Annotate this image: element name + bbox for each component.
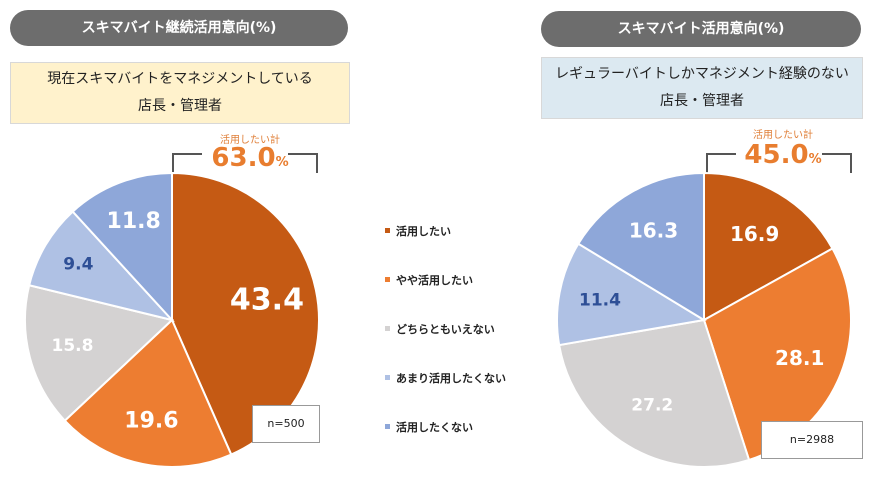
left-pie-label-5: 11.8	[107, 209, 161, 234]
legend-swatch-4	[385, 375, 390, 380]
right-subtitle-line-2: 店長・管理者	[660, 93, 744, 109]
legend-swatch-5	[385, 424, 390, 429]
legend: 活用したい やや活用したい どちらともいえない あまり活用したくない 活用したく…	[385, 206, 506, 451]
left-sample-size: n=500	[252, 405, 320, 443]
legend-swatch-2	[385, 277, 390, 282]
right-sample-size: n=2988	[761, 421, 863, 459]
right-pie-label-3: 27.2	[631, 396, 673, 416]
right-pie-slice-3	[557, 318, 751, 468]
left-total-bracket	[172, 151, 318, 175]
left-pie-slice-2	[63, 318, 233, 468]
legend-item-2: やや活用したい	[385, 255, 506, 304]
legend-label-2: やや活用したい	[396, 273, 473, 287]
left-total-value: 63.0%	[170, 143, 330, 173]
left-chart-title: スキマバイト継続活用意向(%)	[10, 10, 348, 46]
left-pie-label-3: 15.8	[52, 336, 94, 356]
legend-label-3: どちらともいえない	[396, 322, 495, 336]
right-total-bracket	[706, 151, 852, 175]
right-pie-slice-4	[556, 242, 707, 347]
right-pie-label-4: 11.4	[579, 290, 621, 310]
left-total-label: 活用したい計	[220, 135, 280, 146]
legend-swatch-3	[385, 326, 390, 331]
left-pie-slice-5	[71, 171, 173, 323]
legend-label-1: 活用したい	[396, 224, 451, 238]
left-subtitle-line-1: 現在スキマバイトをマネジメントしている	[47, 71, 313, 87]
right-pie-slice-1	[703, 171, 834, 322]
left-pie-label-4: 9.4	[63, 255, 93, 275]
right-chart-subtitle: レギュラーバイトしかマネジメント経験のない 店長・管理者	[541, 57, 863, 119]
left-subtitle-line-2: 店長・管理者	[138, 98, 222, 114]
right-pie-slice-5	[576, 171, 705, 322]
right-total-unit: %	[808, 152, 822, 167]
right-pie-label-5: 16.3	[629, 218, 678, 242]
legend-swatch-1	[385, 228, 390, 233]
left-pie-slice-4	[27, 210, 175, 322]
right-total-value: 45.0%	[703, 140, 863, 170]
legend-label-5: 活用したくない	[396, 420, 473, 434]
left-pie-label-2: 19.6	[124, 408, 178, 433]
legend-label-4: あまり活用したくない	[396, 371, 506, 385]
left-total-unit: %	[275, 155, 289, 170]
right-total-label: 活用したい計	[753, 130, 813, 141]
right-pie-label-2: 28.1	[775, 346, 824, 370]
legend-item-4: あまり活用したくない	[385, 353, 506, 402]
legend-item-1: 活用したい	[385, 206, 506, 255]
legend-item-5: 活用したくない	[385, 402, 506, 451]
legend-item-3: どちらともいえない	[385, 304, 506, 353]
left-total-number: 63.0	[211, 143, 276, 173]
right-pie-label-1: 16.9	[730, 222, 779, 246]
left-chart-subtitle: 現在スキマバイトをマネジメントしている 店長・管理者	[10, 62, 350, 124]
left-pie-label-1: 43.4	[230, 283, 304, 318]
right-total-number: 45.0	[744, 140, 809, 170]
right-chart-title: スキマバイト活用意向(%)	[541, 11, 861, 47]
left-pie-slice-3	[24, 284, 175, 423]
right-subtitle-line-1: レギュラーバイトしかマネジメント経験のない	[555, 66, 849, 82]
